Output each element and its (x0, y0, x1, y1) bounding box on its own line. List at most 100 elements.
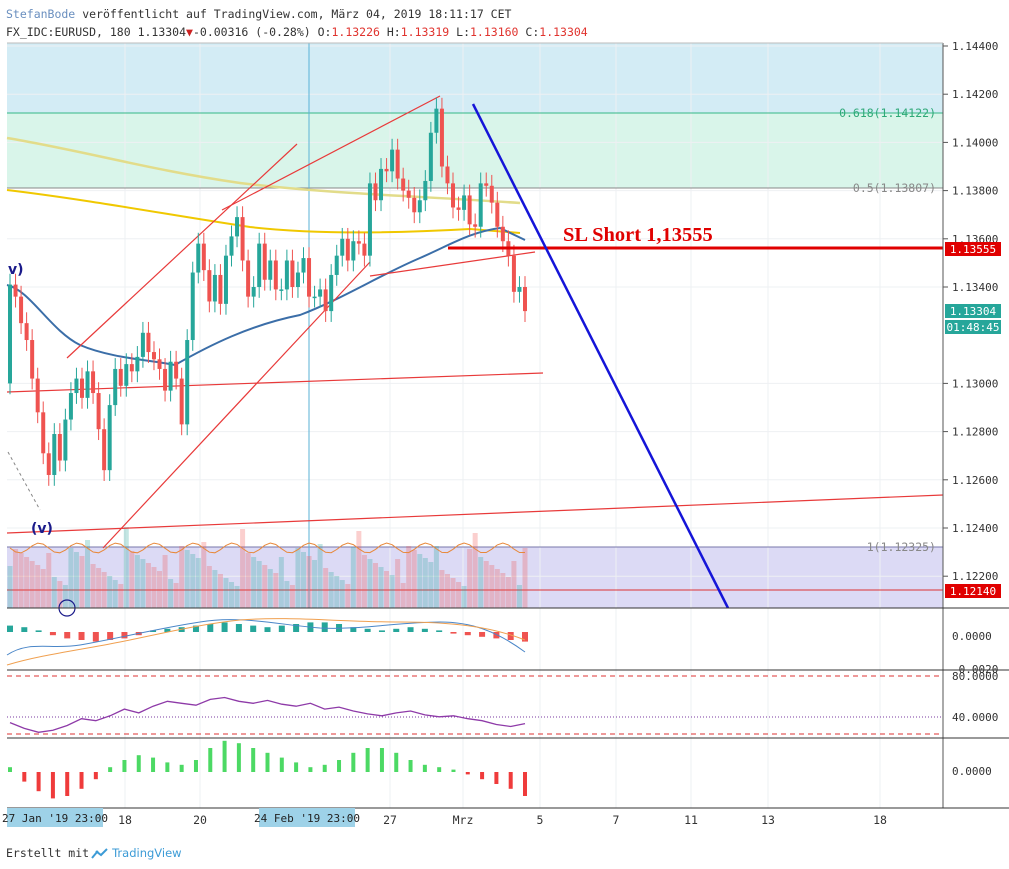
time-tick-label: 20 (193, 813, 207, 827)
volume-bar (378, 567, 384, 608)
volume-bar (295, 548, 301, 608)
momentum-bar (36, 772, 41, 792)
candle-body (24, 323, 29, 341)
macd-bar (393, 628, 400, 632)
support-price-badge (945, 584, 1001, 598)
candle-body (462, 195, 467, 210)
candle-body (517, 287, 522, 292)
ema-fast-line (6, 226, 526, 367)
macd-bar (121, 632, 128, 639)
momentum-bar (337, 760, 342, 772)
price-tick-label: 1.13400 (952, 281, 998, 294)
volume-bar (35, 565, 41, 608)
candle-body (307, 258, 312, 297)
candle-body (102, 429, 107, 471)
candle-body (401, 178, 406, 191)
macd-bar (78, 632, 85, 640)
macd-bar (350, 627, 357, 632)
volume-bar (478, 557, 484, 608)
candle-body (456, 207, 461, 210)
volume-bar (372, 563, 378, 608)
volume-bar (168, 579, 174, 608)
volume-bar (157, 571, 163, 608)
momentum-bar (508, 772, 513, 789)
price-axis-ticks: 1.144001.142001.140001.138001.136001.134… (943, 40, 998, 583)
volume-bar (317, 544, 323, 608)
low-value: 1.13160 (470, 25, 519, 39)
volume-bar (367, 559, 373, 608)
volume-bar (184, 550, 190, 608)
volume-bar (505, 577, 511, 608)
candle-body (439, 108, 444, 167)
sl-price-badge-text: 1.13555 (950, 243, 996, 256)
candle-body (484, 183, 489, 186)
candle-body (323, 289, 328, 312)
macd-bar (522, 632, 528, 642)
time-tick-label: 7 (613, 813, 620, 827)
chart-header-line1: StefanBode veröffentlicht auf TradingVie… (6, 7, 511, 21)
candle-body (334, 255, 339, 275)
tradingview-logo-icon (91, 848, 109, 863)
volume-bar (411, 550, 417, 608)
candle-body (268, 260, 273, 280)
volume-bar (107, 576, 113, 608)
volume-bar (494, 569, 500, 608)
volume-bar (212, 570, 218, 608)
price-tick-label: 1.13000 (952, 377, 998, 390)
time-tick-label: 11 (684, 813, 698, 827)
time-tick-label: 27 (383, 813, 397, 827)
volume-bar (73, 552, 79, 608)
time-tick-label: 5 (537, 813, 544, 827)
candle-body (301, 258, 306, 273)
candle-body (329, 274, 334, 312)
candle-body (151, 352, 156, 360)
countdown-badge-text: 01:48:45 (947, 321, 1000, 334)
volume-bar (68, 548, 74, 608)
macd-bar (235, 624, 242, 632)
close-value: 1.13304 (539, 25, 588, 39)
price-tick-label: 1.13800 (952, 185, 998, 198)
fib-label-0618: 0.618(1.14122) (839, 106, 936, 120)
candle-body (13, 284, 18, 297)
volume-bar (57, 581, 63, 608)
volume-bar (140, 559, 146, 608)
open-label: O: (317, 25, 332, 39)
candle-body (207, 270, 212, 302)
candle-body (135, 356, 140, 372)
volume-bar (395, 559, 401, 608)
momentum-bar (136, 755, 141, 772)
author-name[interactable]: StefanBode (6, 7, 76, 21)
volume-bar (162, 555, 168, 608)
momentum-bar (437, 767, 442, 772)
wedge-lower-line (369, 251, 536, 277)
macd-bar (407, 627, 414, 632)
volume-bar (472, 533, 478, 608)
close-label: C: (525, 25, 540, 39)
momentum-bar (465, 772, 470, 775)
volume-bar (118, 584, 124, 608)
candle-body (240, 217, 245, 261)
volume-bar (433, 546, 439, 608)
volume-bar (384, 571, 390, 608)
countdown-badge (945, 320, 1001, 334)
candle-body (146, 332, 151, 353)
volume-bar (62, 585, 68, 608)
candle-body (428, 132, 433, 181)
candle-body (478, 183, 483, 227)
chart-canvas[interactable]: SL Short 1,13555 0.618(1.14122) 0.5(1.13… (0, 0, 1009, 835)
macd-bar (192, 625, 199, 632)
macd-bar (221, 622, 228, 632)
macd-bar (264, 627, 271, 632)
volume-bar (223, 578, 229, 608)
price-tick-label: 1.12800 (952, 426, 998, 439)
macd-bar (64, 632, 71, 639)
volume-bar (96, 568, 102, 608)
volume-bar (256, 561, 262, 608)
price-tick-label: 1.14400 (952, 40, 998, 53)
macd-bar (464, 632, 471, 636)
volume-bar (123, 527, 129, 608)
volume-bar (439, 570, 445, 608)
volume-bar (339, 580, 345, 608)
tradingview-brand[interactable]: TradingView (112, 846, 182, 860)
volume-bar (229, 582, 235, 608)
